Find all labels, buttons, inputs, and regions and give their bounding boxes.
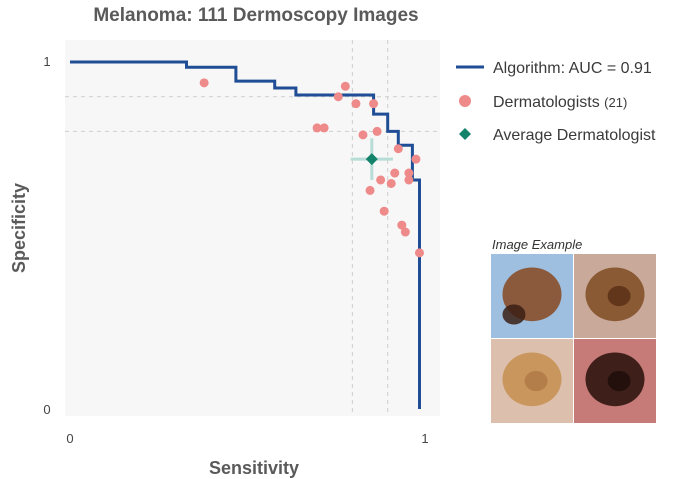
dermatologist-point-18 — [397, 220, 407, 230]
dermatologist-point-19 — [400, 227, 410, 237]
x-axis-label: Sensitivity — [209, 458, 299, 478]
legend-dermatologists-label: Dermatologists (21) — [493, 94, 627, 111]
lesion-tile-4-dark-spot — [607, 370, 631, 392]
y-axis-label: Specificity — [9, 183, 29, 273]
legend-average-swatch — [459, 128, 471, 140]
y-tick-0: 0 — [43, 402, 50, 417]
lesion-tile-1 — [491, 254, 573, 338]
x-tick-1: 1 — [421, 431, 428, 446]
dermatologist-point-20 — [414, 248, 424, 258]
dermatologist-point-9 — [393, 144, 403, 154]
legend-dermatologists-count: (21) — [604, 95, 627, 110]
dermatologist-point-10 — [411, 154, 421, 164]
dermatologist-point-0 — [199, 78, 209, 88]
dermatologist-point-1 — [340, 81, 350, 91]
average-dermatologist-marker — [350, 138, 393, 180]
dermatologist-point-6 — [358, 130, 368, 140]
dermatologist-point-5 — [312, 123, 322, 133]
dermatologist-point-16 — [386, 178, 396, 188]
dermatologist-point-15 — [365, 185, 375, 195]
legend-dermatologists-name: Dermatologists — [493, 94, 600, 111]
dermatologist-points — [199, 78, 424, 258]
dermatologist-point-8 — [369, 99, 379, 109]
dermatologist-point-3 — [351, 99, 361, 109]
legend-dermatologists-swatch — [459, 95, 471, 107]
dermatologist-point-13 — [404, 175, 414, 185]
dermatologist-point-4 — [319, 123, 329, 133]
lesion-tile-3 — [491, 339, 573, 423]
lesion-tile-3-dark-spot — [524, 370, 548, 392]
legend: Algorithm: AUC = 0.91 Dermatologists (21… — [456, 60, 656, 144]
lesion-tile-4 — [574, 339, 656, 423]
chart-title: Melanoma: 111 Dermoscopy Images — [93, 5, 418, 26]
x-tick-0: 0 — [66, 431, 73, 446]
lesion-tile-1-dark-spot — [502, 304, 526, 325]
dermatologist-point-12 — [390, 168, 400, 178]
dermatologist-point-17 — [379, 206, 389, 216]
legend-average-label: Average Dermatologist — [493, 127, 656, 144]
algorithm-roc-line — [70, 60, 421, 409]
y-tick-1: 1 — [43, 54, 50, 69]
algorithm-roc-curve — [70, 60, 421, 409]
dermatologist-point-14 — [376, 175, 386, 185]
lesion-tile-2 — [574, 254, 656, 338]
average-dermatologist-point — [365, 153, 378, 166]
dermatologist-point-7 — [372, 126, 382, 136]
image-example-inset — [491, 254, 656, 423]
legend-algorithm-label: Algorithm: AUC = 0.91 — [493, 60, 652, 77]
dermatologist-point-2 — [333, 92, 343, 102]
dermatologist-point-11 — [404, 168, 414, 178]
lesion-tile-2-dark-spot — [607, 285, 631, 307]
inset-caption: Image Example — [492, 237, 582, 252]
